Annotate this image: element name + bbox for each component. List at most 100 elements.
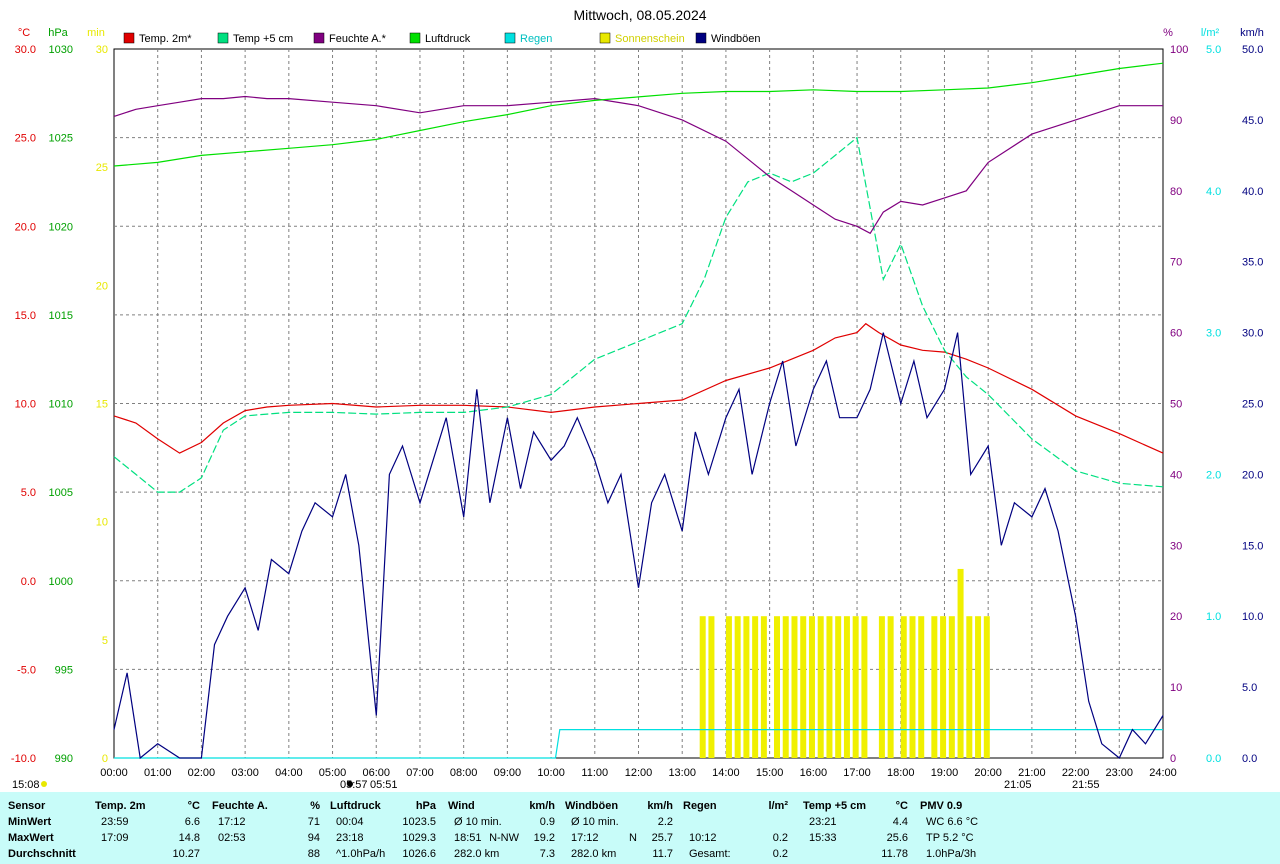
x-axis-tick: 15:00 [756,767,784,779]
axis-unit-label: km/h [1240,27,1264,39]
stats-header-row: Windböen km/h [565,798,673,814]
sunshine-bar [791,616,798,758]
stats-cell-value: 14.8 [178,832,200,844]
sunshine-bar [852,616,859,758]
sunshine-bar [878,616,885,758]
axis-unit-label: l/m² [1201,27,1220,39]
stats-cell-label: Durchschnitt [8,848,76,860]
stats-header-label: Luftdruck [330,800,381,812]
stats-row: 17:12 N 25.7 [565,830,673,846]
stats-cell-direction: N [629,832,637,844]
legend-swatch [123,32,135,44]
stats-row: 00:04 1023.5 [330,814,436,830]
sunshine-bar [843,616,850,758]
stats-header-unit: hPa [415,800,436,812]
x-axis-tick: 17:00 [843,767,871,779]
axis-unit-label: % [1163,27,1173,39]
pressure-axis-tick: 990 [55,753,73,765]
stats-cell-value: 4.4 [892,816,908,828]
stats-row [683,814,788,830]
humidity-axis-tick: 30 [1170,540,1182,552]
wind-axis-tick: 35.0 [1242,257,1263,269]
stats-cell-value: 19.2 [533,832,555,844]
wind-axis-tick: 5.0 [1242,682,1257,694]
sunshine-bar [725,616,732,758]
series-line-luftdruck [113,62,1164,167]
x-axis-tick: 14:00 [712,767,740,779]
pressure-axis-tick: 1025 [49,133,73,145]
legend-swatch [504,32,516,44]
stats-cell-label: TP 5.2 °C [926,832,974,844]
series-line-regen [114,728,1163,759]
stats-cell-label: 23:59 [101,816,129,828]
legend-swatch [599,32,611,44]
stats-cell-label: 18:51 [454,832,482,844]
rain-axis-tick: 5.0 [1206,44,1221,56]
stats-row: Ø 10 min. 2.2 [565,814,673,830]
sunshine-bar [708,616,715,758]
stats-row: Ø 10 min. 0.9 [448,814,555,830]
x-axis-tick: 23:00 [1106,767,1134,779]
start-time-label: 15:08 [12,779,40,791]
wind-axis-tick: 50.0 [1242,44,1263,56]
sunshine-bar [760,616,767,758]
wind-axis-tick: 10.0 [1242,611,1263,623]
sunshine-axis-tick: 10 [96,517,108,529]
stats-row: 23:18 1029.3 [330,830,436,846]
stats-row: Durchschnitt [8,846,88,862]
stats-row: 17:12 71 [212,814,320,830]
axis-unit-label: °C [18,27,30,39]
stats-header-label: Temp +5 cm [803,800,867,812]
sunshine-bar [743,616,750,758]
stats-cell-value: 2.2 [657,816,673,828]
sunshine-bar [887,616,894,758]
rain-axis-tick: 2.0 [1206,469,1221,481]
stats-row: 23:21 4.4 [803,814,908,830]
stats-row: ^1.0hPa/h 1026.6 [330,846,436,862]
stats-row: WC 6.6 °C [920,814,1020,830]
sunshine-bar [948,616,955,758]
stats-cell-label: MinWert [8,816,52,828]
x-axis-tick: 08:00 [450,767,478,779]
stats-header-unit: °C [187,800,200,812]
wind-axis-tick: 0.0 [1242,753,1257,765]
stats-cell-label: 17:12 [218,816,246,828]
stats-column: Feuchte A.% 17:12 71 02:53 94 88 [212,792,320,864]
stats-header-label: Temp. 2m [95,800,146,812]
end-time-label: 21:05 [1004,779,1032,791]
stats-header-row: Temp. 2m °C [95,798,200,814]
sunshine-axis-tick: 30 [96,44,108,56]
stats-cell-label: 282.0 km [571,848,617,860]
stats-row: Gesamt: 0.2 [683,846,788,862]
stats-cell-value: 0.2 [772,832,788,844]
sunshine-bar [918,616,925,758]
sunshine-bar [909,616,916,758]
x-axis-tick: 24:00 [1149,767,1177,779]
x-axis-tick: 02:00 [188,767,216,779]
x-axis-tick: 04:00 [275,767,303,779]
stats-row: 282.0 km 11.7 [565,846,673,862]
stats-column: Temp. 2m °C 23:59 6.6 17:09 14.8 10.27 [95,792,200,864]
sunshine-axis-tick: 0 [102,753,108,765]
x-axis-tick: 06:00 [362,767,390,779]
sunshine-bar [940,616,947,758]
statistics-table: Sensor MinWert MaxWert Durchschnitt Temp. 2m… [0,792,1280,864]
series-line-temp-5-cm [113,136,1164,493]
stats-header-row: Luftdruck hPa [330,798,436,814]
temp-axis-tick: 0.0 [21,576,36,588]
sunshine-bar [826,616,833,758]
stats-row: 282.0 km 7.3 [448,846,555,862]
pressure-axis-tick: 995 [55,664,73,676]
x-axis-tick: 12:00 [625,767,653,779]
temp-axis-tick: 30.0 [15,44,36,56]
stats-cell-label: 282.0 km [454,848,500,860]
stats-header-unit: km/h [647,800,673,812]
wind-axis-tick: 30.0 [1242,328,1263,340]
legend-label: Luftdruck [425,33,471,45]
stats-cell-label: 00:04 [336,816,364,828]
stats-row: TP 5.2 °C [920,830,1020,846]
rain-axis-tick: 3.0 [1206,328,1221,340]
legend-label: Temp. 2m* [139,33,192,45]
sunshine-bar [800,616,807,758]
sunset-label: 05:51 [370,779,398,791]
